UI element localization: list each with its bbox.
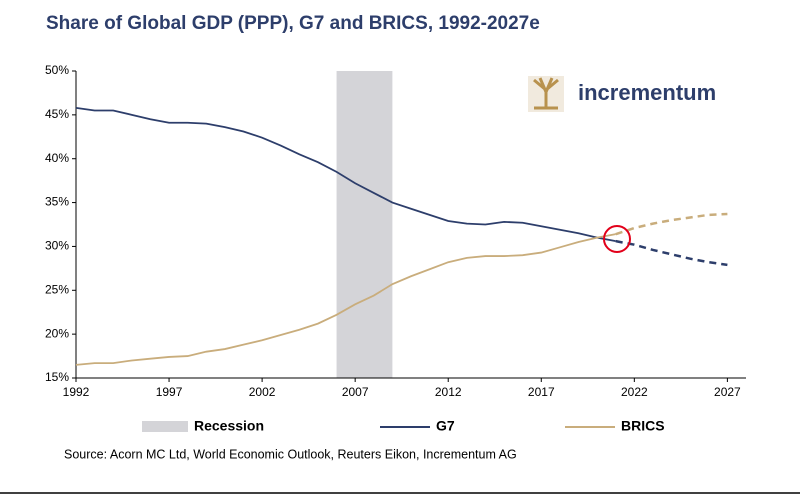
legend-label: Recession [194, 418, 264, 434]
y-tick-label: 30% [45, 239, 69, 253]
highlight-circle [603, 225, 631, 253]
y-tick-label: 45% [45, 107, 69, 121]
logo-tree [533, 77, 559, 110]
x-tick-label: 2012 [435, 385, 462, 399]
y-tick-label: 20% [45, 326, 69, 340]
y-tick-label: 25% [45, 282, 69, 296]
recession-band [336, 71, 393, 378]
series-line [75, 233, 616, 366]
y-tick-label: 40% [45, 151, 69, 165]
logo: incrementum [528, 76, 716, 112]
legend-label: BRICS [621, 418, 665, 434]
y-tick-label: 35% [45, 195, 69, 209]
source: Source: Acorn MC Ltd, World Economic Out… [64, 447, 517, 461]
x-tick-label: 2002 [249, 385, 276, 399]
legend-label: G7 [436, 418, 455, 434]
x-tick-label: 2022 [621, 385, 648, 399]
x-tick-label: 1992 [63, 385, 90, 399]
x-tick-label: 2027 [714, 385, 741, 399]
y-tick-label: 50% [45, 63, 69, 77]
logo-text: incrementum [578, 80, 716, 105]
y-tick-label: 15% [45, 370, 69, 384]
x-tick-label: 2007 [342, 385, 369, 399]
x-tick-label: 2017 [528, 385, 555, 399]
forecast-line [615, 239, 728, 267]
chart-title: Share of Global GDP (PPP), G7 and BRICS,… [46, 13, 540, 34]
x-tick-label: 1997 [156, 385, 183, 399]
forecast-line [615, 212, 728, 236]
legend-swatch [142, 421, 188, 432]
series-line [75, 106, 616, 243]
